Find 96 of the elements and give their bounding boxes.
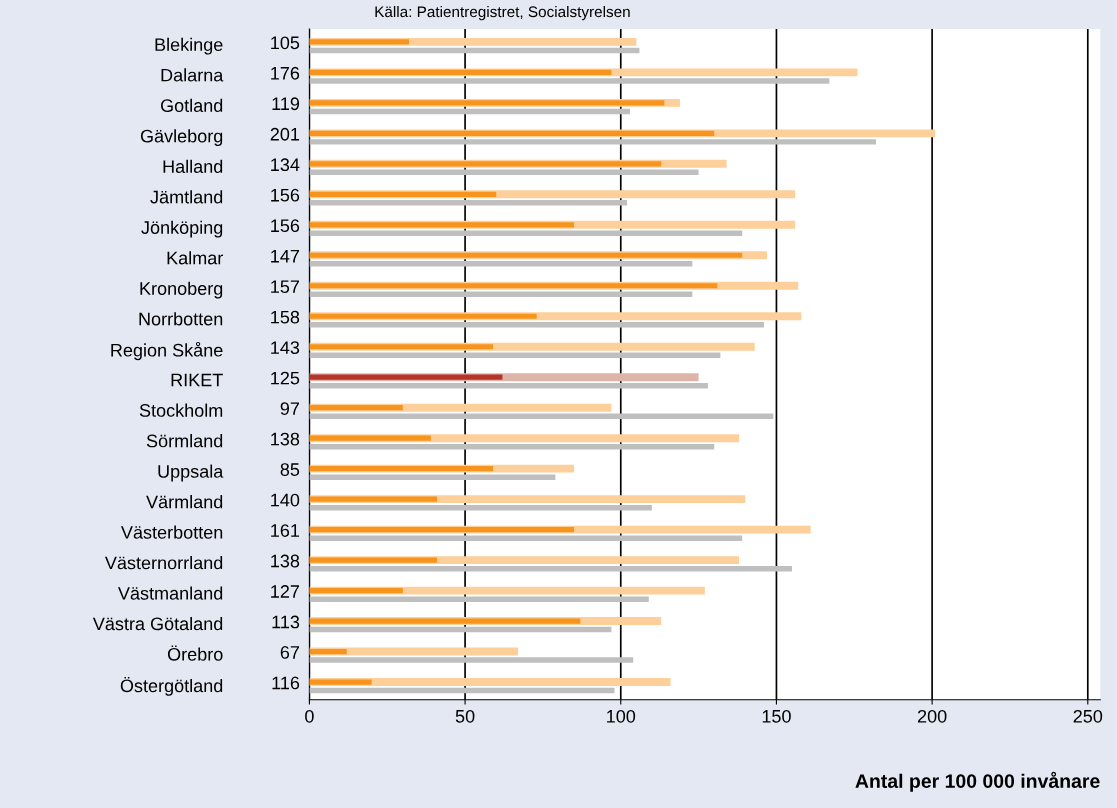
data-label: 147: [271, 249, 300, 263]
bar: [309, 161, 662, 167]
bar: [309, 443, 715, 450]
bar: [309, 313, 537, 319]
y-tick-label: Norrbotten: [139, 312, 223, 326]
y-tick-label: Region Skåne: [111, 341, 223, 361]
x-tick-label: 50: [455, 709, 475, 723]
data-label: 116: [272, 676, 300, 690]
bar: [309, 291, 693, 298]
data-label: 176: [271, 66, 300, 80]
data-label: 156: [271, 188, 300, 202]
bar: [309, 222, 575, 228]
bar: [309, 108, 631, 115]
bar: [309, 405, 403, 411]
bar: [309, 344, 494, 350]
x-tick-label: 200: [917, 709, 947, 723]
bar: [309, 39, 410, 45]
y-tick-label: Västerbotten: [121, 525, 223, 539]
y-tick-label: Kronoberg: [140, 281, 223, 299]
bar: [309, 374, 503, 380]
y-tick-label: Västernorrland: [104, 556, 223, 570]
data-label: 201: [270, 127, 300, 141]
bar: [309, 322, 764, 328]
data-label: 134: [271, 158, 300, 172]
x-axis-title: Antal per 100 000 invånare: [855, 771, 1100, 792]
data-label: 161: [271, 524, 300, 537]
data-label: 156: [271, 219, 300, 233]
bar: [309, 69, 612, 75]
y-tick-label: Västmanland: [117, 586, 223, 600]
bar: [309, 100, 665, 106]
data-label: 105: [271, 36, 300, 50]
bar: [309, 557, 438, 563]
bar: [309, 283, 718, 289]
bar: [309, 618, 581, 624]
y-tick-label: Jönköping: [141, 220, 223, 238]
bar: [309, 169, 699, 176]
bar: [309, 535, 743, 541]
text: Källa: Patientregistret, Socialstyrelsen: [375, 5, 630, 21]
y-tick-label: Jämtland: [150, 190, 223, 204]
y-tick-label: Stockholm: [139, 403, 223, 417]
bar: [309, 474, 556, 480]
bar: [309, 527, 575, 533]
x-tick-label: 100: [607, 709, 636, 723]
y-tick-label: Gotland: [160, 98, 223, 113]
data-label: 158: [271, 310, 300, 324]
bar: [309, 565, 793, 572]
bar: [309, 413, 774, 419]
y-tick-label: Kalmar: [167, 251, 223, 265]
data-label: 113: [272, 615, 300, 629]
bar: [309, 679, 372, 685]
bar: [309, 130, 715, 136]
bar: [309, 596, 649, 602]
x-tick-label: 0: [305, 709, 314, 723]
bar: [309, 200, 627, 206]
bar: [309, 648, 347, 655]
data-label: 127: [271, 585, 300, 598]
bar: [309, 435, 431, 441]
x-tick-label: 250: [1073, 709, 1103, 723]
y-tick-label: Västra Götaland: [92, 616, 223, 631]
bar: [309, 261, 693, 267]
data-label: 143: [271, 341, 300, 355]
y-tick-label: Örebro: [167, 645, 223, 661]
y-tick-label: Dalarna: [161, 68, 224, 82]
x-tick-label: 150: [762, 709, 791, 723]
bar: [309, 78, 830, 84]
y-tick-label: Uppsala: [158, 464, 224, 482]
bar: [309, 139, 877, 145]
bar: [309, 588, 403, 594]
y-tick-label: Värmland: [146, 495, 223, 509]
data-label: 138: [271, 554, 300, 568]
data-label: 119: [272, 97, 300, 111]
bar: [309, 191, 497, 197]
data-label: 125: [271, 371, 300, 385]
data-label: 97: [280, 402, 300, 415]
bar: [309, 504, 652, 511]
y-tick-label: Sörmland: [146, 434, 223, 448]
data-label: 67: [280, 646, 300, 659]
data-label: 138: [271, 432, 300, 446]
bar: [309, 626, 612, 633]
bar: [309, 230, 743, 237]
y-tick-label: Gävleborg: [140, 129, 223, 147]
bar: [309, 352, 721, 359]
bar: [309, 252, 743, 258]
bar: [309, 657, 634, 663]
y-tick-label: Östergötland: [120, 676, 223, 696]
y-tick-label: Halland: [163, 159, 223, 173]
data-label: 140: [271, 493, 300, 507]
bar: [309, 466, 494, 472]
bar: [309, 47, 640, 54]
data-label: 85: [280, 463, 300, 476]
bar: [309, 496, 438, 502]
data-label: 157: [271, 280, 300, 294]
bar: [309, 383, 708, 389]
y-tick-label: RIKET: [171, 373, 223, 387]
bar: [309, 687, 615, 694]
y-tick-label: Blekinge: [155, 37, 223, 55]
